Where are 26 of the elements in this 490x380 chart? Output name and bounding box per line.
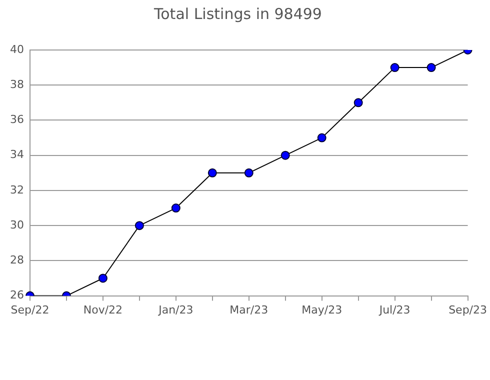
y-tick-label: 28 xyxy=(10,254,24,267)
point xyxy=(98,274,108,283)
point xyxy=(171,204,180,213)
x-tick-label: Jul/23 xyxy=(378,303,410,316)
point xyxy=(208,168,217,178)
x-tick-label: Jan/23 xyxy=(158,303,194,316)
y-tick-label: 36 xyxy=(10,113,24,126)
point xyxy=(426,63,436,72)
point xyxy=(390,63,400,72)
x-tick-label: May/23 xyxy=(302,303,342,316)
x-tick-label: Sep/23 xyxy=(448,303,487,316)
x-tick-label: Mar/23 xyxy=(230,303,268,316)
chart-title: Total Listings in 98499 xyxy=(153,4,322,23)
point xyxy=(354,98,363,108)
y-tick-label: 34 xyxy=(10,148,24,162)
y-tick-label: 38 xyxy=(10,78,24,91)
point xyxy=(134,221,144,230)
y-tick-label: 40 xyxy=(10,42,24,56)
x-tick-label: Sep/22 xyxy=(10,303,50,316)
x-tick-label: Nov/22 xyxy=(83,303,123,316)
point xyxy=(244,168,254,178)
point xyxy=(317,133,326,142)
y-tick-label: 32 xyxy=(10,183,24,196)
y-tick-label: 26 xyxy=(10,288,24,302)
point xyxy=(280,150,290,160)
y-tick-label: 30 xyxy=(10,218,24,232)
